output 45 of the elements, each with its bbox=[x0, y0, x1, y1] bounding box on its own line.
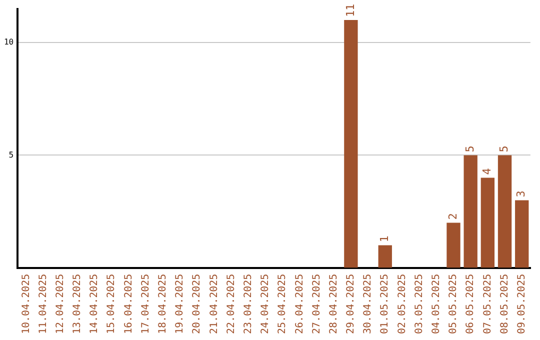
x-tick-label: 05.05.2025 bbox=[448, 274, 460, 334]
x-tick-label: 18.04.2025 bbox=[158, 274, 169, 334]
x-tick-label: 14.04.2025 bbox=[89, 274, 100, 334]
bar bbox=[498, 155, 512, 268]
x-tick-label: 16.04.2025 bbox=[123, 274, 134, 334]
data-label: 11 bbox=[344, 4, 357, 18]
x-tick-label: 08.05.2025 bbox=[499, 274, 510, 334]
bar bbox=[446, 222, 460, 268]
bar bbox=[378, 245, 392, 268]
x-tick-label: 30.04.2025 bbox=[362, 274, 374, 334]
x-tick-label: 12.04.2025 bbox=[54, 274, 66, 334]
x-tick-label: 23.04.2025 bbox=[242, 274, 254, 334]
x-tick-label: 29.04.2025 bbox=[346, 274, 357, 334]
x-tick-label: 13.04.2025 bbox=[72, 274, 84, 334]
data-label: 2 bbox=[446, 213, 460, 220]
x-tick-label: 27.04.2025 bbox=[311, 274, 322, 334]
data-label: 5 bbox=[463, 146, 476, 152]
x-tick-label: 09.05.2025 bbox=[516, 274, 528, 334]
x-tick-label: 25.04.2025 bbox=[277, 274, 288, 334]
x-tick-label: 07.05.2025 bbox=[482, 274, 494, 334]
x-tick-label: 10.04.2025 bbox=[20, 274, 32, 334]
x-tick-label: 21.04.2025 bbox=[208, 274, 220, 334]
x-tick-label: 04.05.2025 bbox=[430, 274, 442, 334]
data-label: 4 bbox=[480, 168, 494, 175]
data-label: 5 bbox=[498, 146, 511, 152]
x-tick-label: 19.04.2025 bbox=[174, 274, 186, 334]
x-tick-label: 06.05.2025 bbox=[465, 274, 476, 334]
x-tick-label: 11.04.2025 bbox=[38, 274, 49, 334]
bar bbox=[344, 20, 358, 268]
bar bbox=[480, 178, 495, 268]
bar bbox=[464, 155, 478, 268]
x-tick-label: 28.04.2025 bbox=[328, 274, 340, 334]
y-tick-label: 10 bbox=[4, 38, 14, 47]
x-tick-label: 15.04.2025 bbox=[106, 274, 118, 334]
data-label: 3 bbox=[514, 190, 528, 198]
x-tick-label: 22.04.2025 bbox=[226, 274, 237, 334]
x-tick-label: 17.04.2025 bbox=[140, 274, 152, 334]
x-tick-label: 24.04.2025 bbox=[260, 274, 272, 334]
x-tick-label: 01.05.2025 bbox=[380, 274, 391, 334]
x-tick-label: 26.04.2025 bbox=[294, 274, 306, 334]
x-tick-label: 03.05.2025 bbox=[414, 274, 425, 334]
bar bbox=[515, 200, 529, 268]
x-tick-label: 02.05.2025 bbox=[396, 274, 408, 334]
data-label: 1 bbox=[378, 236, 391, 242]
x-tick-label: 20.04.2025 bbox=[192, 274, 203, 334]
